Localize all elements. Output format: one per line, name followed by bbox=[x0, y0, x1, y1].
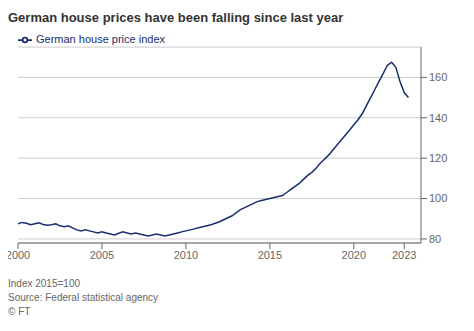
svg-text:100: 100 bbox=[429, 192, 447, 204]
svg-text:140: 140 bbox=[429, 112, 447, 124]
svg-text:80: 80 bbox=[429, 233, 441, 245]
svg-text:2023: 2023 bbox=[392, 249, 416, 261]
svg-text:160: 160 bbox=[429, 71, 447, 83]
svg-text:2000: 2000 bbox=[8, 249, 30, 261]
html-text:German house prices have been: German house prices have been falling si… bbox=[8, 10, 344, 25]
svg-text:2005: 2005 bbox=[90, 249, 114, 261]
html-text:© FT: © FT bbox=[8, 306, 31, 317]
svg-text:120: 120 bbox=[429, 152, 447, 164]
svg-text:2010: 2010 bbox=[174, 249, 198, 261]
svg-text:2015: 2015 bbox=[258, 249, 282, 261]
html-text:German house price index: German house price index bbox=[36, 33, 165, 45]
html-text:Index 2015=100: Index 2015=100 bbox=[8, 278, 80, 289]
svg-text:2020: 2020 bbox=[342, 249, 366, 261]
html-text:Source: Federal statistical ag: Source: Federal statistical agency bbox=[8, 292, 159, 303]
